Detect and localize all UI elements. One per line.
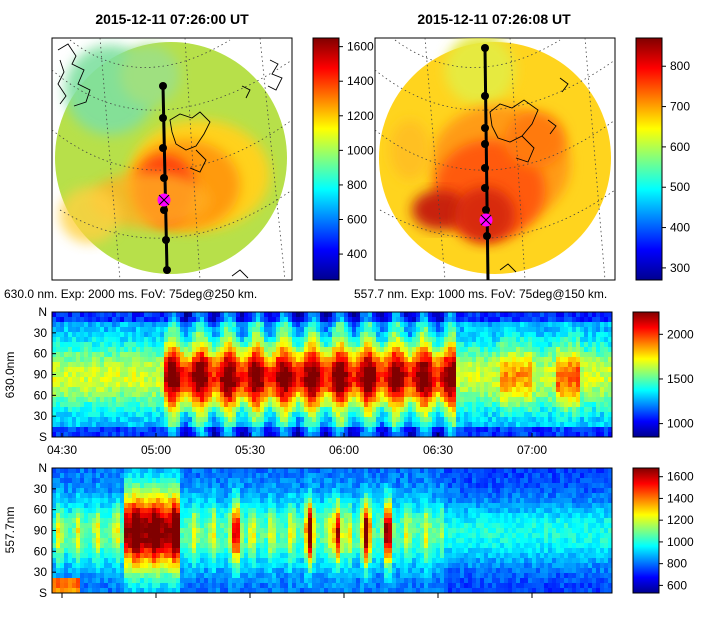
keogram-557-colorbar-tick-label: 1600 [667, 470, 694, 484]
keogram-630-ytick-label: 30 [34, 409, 48, 423]
keogram-630-ytick-label: 90 [34, 368, 48, 382]
keogram-557-colorbar-tick-label: 600 [667, 578, 687, 592]
left-map-marker [157, 193, 171, 207]
keogram-557-ytick-label: S [39, 586, 47, 600]
left-map-track [159, 82, 171, 274]
left-map-title: 2015-12-11 07:26:00 UT [95, 11, 249, 27]
keogram-557-ytick-label: 60 [34, 544, 48, 558]
right-map-title: 2015-12-11 07:26:08 UT [417, 11, 571, 27]
right-colorbar-tick-label: 400 [670, 221, 690, 235]
keogram-630-ytick-label: N [38, 305, 47, 319]
keogram-630-xtick-label: 07:00 [517, 443, 547, 457]
keogram-557-ytick-label: 60 [34, 503, 48, 517]
right-map-caption: 557.7 nm. Exp: 1000 ms. FoV: 75deg@150 k… [354, 287, 607, 301]
keogram-630-ytick-label: 60 [34, 388, 48, 402]
left-map-colorbar: 1600 1400 1200 1000 800 600 400 [312, 37, 374, 281]
right-colorbar-tick-label: 700 [670, 100, 690, 114]
keogram-557-ytick-label: 30 [34, 482, 48, 496]
keogram-630-xtick-label: 06:00 [329, 443, 359, 457]
keogram-557-panel: N 30 60 90 60 30 S 557.7nm [3, 461, 613, 600]
left-colorbar-tick-label: 1200 [347, 109, 374, 123]
keogram-557-ytick-label: 90 [34, 524, 48, 538]
keogram-630-colorbar-tick-label: 2000 [667, 327, 694, 341]
right-colorbar-tick-label: 300 [670, 261, 690, 275]
keogram-557-ytick-label: N [38, 461, 47, 475]
keogram-557-colorbar: 1600 1400 1200 1000 800 600 [632, 467, 694, 594]
keogram-630-ytick-label: 30 [34, 326, 48, 340]
keogram-557-colorbar-tick-label: 1000 [667, 535, 694, 549]
left-colorbar-tick-label: 1000 [347, 143, 374, 157]
keogram-630-ylabel: 630.0nm [3, 352, 17, 399]
left-map-caption: 630.0 nm. Exp: 2000 ms. FoV: 75deg@250 k… [4, 287, 257, 301]
keogram-557-ylabel: 557.7nm [3, 507, 17, 554]
keogram-557-image [52, 468, 613, 594]
left-map-coastline [57, 43, 283, 279]
keogram-630-xtick-label: 06:30 [423, 443, 453, 457]
right-colorbar-tick-label: 500 [670, 180, 690, 194]
keogram-557-colorbar-tick-label: 1200 [667, 513, 694, 527]
right-map-coastline [489, 77, 569, 273]
right-map-grid [375, 38, 615, 280]
keogram-630-colorbar: 2000 1500 1000 [632, 311, 694, 438]
keogram-630-xtick-label: 04:30 [47, 443, 77, 457]
keogram-557-colorbar-tick-label: 800 [667, 557, 687, 571]
keogram-630-ytick-label: S [39, 430, 47, 444]
right-map-panel: 2015-12-11 07:26:08 UT [354, 11, 616, 301]
left-map-intensity [55, 42, 287, 274]
right-map-track [481, 44, 491, 281]
left-colorbar-tick-label: 1600 [347, 40, 374, 54]
right-map-intensity [379, 38, 611, 274]
left-colorbar-tick-label: 400 [347, 247, 367, 261]
keogram-630-colorbar-tick-label: 1500 [667, 372, 694, 386]
left-map-panel: 2015-12-11 07:26:00 UT [4, 11, 293, 301]
keogram-557-ytick-label: 30 [34, 565, 48, 579]
keogram-630-colorbar-tick-label: 1000 [667, 417, 694, 431]
keogram-630-panel: N 30 60 90 60 30 S 04:30 05:00 05:30 06:00 06:30 07… [3, 305, 613, 457]
right-colorbar-tick-label: 800 [670, 59, 690, 73]
keogram-630-xtick-label: 05:00 [141, 443, 171, 457]
keogram-630-xtick-label: 05:30 [235, 443, 265, 457]
keogram-630-ytick-label: 60 [34, 347, 48, 361]
left-colorbar-tick-label: 800 [347, 178, 367, 192]
right-map-marker [479, 213, 493, 227]
left-colorbar-tick-label: 600 [347, 213, 367, 227]
left-colorbar-tick-label: 1400 [347, 74, 374, 88]
right-colorbar-tick-label: 600 [670, 140, 690, 154]
keogram-557-colorbar-tick-label: 1400 [667, 491, 694, 505]
right-map-colorbar: 800 700 600 500 400 300 [635, 37, 690, 281]
keogram-630-image [52, 312, 613, 438]
left-map-grid [52, 38, 292, 280]
